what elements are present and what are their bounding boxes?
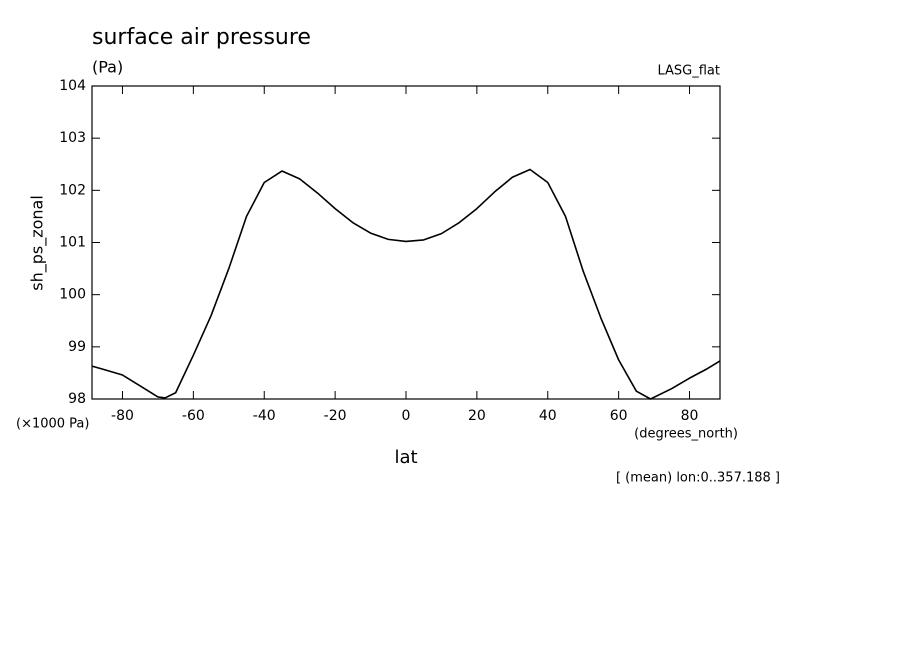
y-scale-label: (×1000 Pa) [16,417,89,432]
y-tick-label: 102 [59,182,86,198]
y-tick-label: 103 [59,130,86,146]
x-tick-label: -20 [324,408,347,424]
chart-title: surface air pressure [92,25,311,50]
y-tick-label: 98 [68,391,86,407]
x-tick-label: -40 [253,408,276,424]
dataset-label: LASG_flat [657,64,720,79]
x-tick-label: 0 [402,408,411,424]
y-tick-label: 104 [59,78,86,94]
x-tick-label: -60 [182,408,205,424]
y-tick-label: 101 [59,235,86,251]
x-units-label: (degrees_north) [634,427,738,442]
x-tick-label: 40 [539,408,557,424]
x-axis-label: lat [394,447,417,468]
units-label: (Pa) [92,58,123,77]
data-line [91,168,721,400]
y-tick-label: 99 [68,339,86,355]
y-axis-label: sh_ps_zonal [28,195,48,291]
x-tick-label: 80 [681,408,699,424]
y-tick-label: 100 [59,287,86,303]
x-tick-label: -80 [111,408,134,424]
x-tick-label: 60 [610,408,628,424]
footnote: [ (mean) lon:0..357.188 ] [616,471,780,486]
x-tick-label: 20 [468,408,486,424]
